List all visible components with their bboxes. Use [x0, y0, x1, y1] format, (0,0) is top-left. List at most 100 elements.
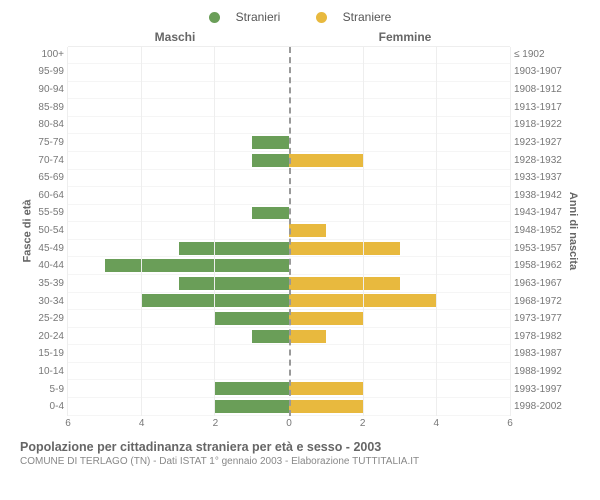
- bar-row: [68, 275, 289, 293]
- birth-label: 1998-2002: [514, 398, 566, 416]
- x-tick: 4: [139, 418, 145, 429]
- age-label: 95-99: [34, 63, 68, 81]
- birth-labels: ≤ 19021903-19071908-19121913-19171918-19…: [510, 46, 566, 416]
- legend: Stranieri Straniere: [20, 10, 580, 26]
- birth-label: 1943-1947: [514, 204, 566, 222]
- age-label: 25-29: [34, 310, 68, 328]
- birth-label: 1963-1967: [514, 275, 566, 293]
- bar-row: [289, 275, 510, 293]
- male-bar: [179, 242, 290, 255]
- age-label: 80-84: [34, 116, 68, 134]
- age-label: 90-94: [34, 81, 68, 99]
- bar-row: [68, 380, 289, 398]
- x-ticks-right: 2 4 6: [289, 418, 510, 432]
- legend-swatch-male: [209, 12, 220, 23]
- age-label: 55-59: [34, 204, 68, 222]
- bar-row: [68, 345, 289, 363]
- birth-label: 1903-1907: [514, 63, 566, 81]
- bar-row: [68, 64, 289, 82]
- chart-subtitle: COMUNE DI TERLAGO (TN) - Dati ISTAT 1° g…: [20, 456, 580, 467]
- female-bar: [289, 242, 400, 255]
- bar-row: [289, 363, 510, 381]
- birth-label: 1988-1992: [514, 363, 566, 381]
- female-bar: [289, 400, 363, 413]
- birth-label: ≤ 1902: [514, 46, 566, 64]
- plot-area: [68, 46, 510, 416]
- y-axis-label-right: Anni di nascita: [566, 46, 580, 416]
- column-headers: Maschi Femmine: [20, 30, 580, 44]
- birth-label: 1973-1977: [514, 310, 566, 328]
- birth-label: 1938-1942: [514, 187, 566, 205]
- bar-row: [289, 257, 510, 275]
- bar-row: [289, 345, 510, 363]
- bar-row: [289, 99, 510, 117]
- age-label: 45-49: [34, 239, 68, 257]
- birth-label: 1983-1987: [514, 345, 566, 363]
- bar-row: [68, 222, 289, 240]
- bar-row: [68, 117, 289, 135]
- bar-row: [289, 240, 510, 258]
- female-bar: [289, 224, 326, 237]
- header-males: Maschi: [20, 30, 290, 44]
- x-tick: 2: [360, 418, 366, 429]
- female-bar: [289, 330, 326, 343]
- bar-row: [68, 152, 289, 170]
- bar-row: [68, 328, 289, 346]
- birth-label: 1978-1982: [514, 328, 566, 346]
- birth-label: 1958-1962: [514, 257, 566, 275]
- birth-label: 1918-1922: [514, 116, 566, 134]
- bar-row: [68, 240, 289, 258]
- male-bar: [215, 382, 289, 395]
- x-axis: 0246 246: [20, 418, 580, 432]
- age-label: 65-69: [34, 169, 68, 187]
- birth-label: 1993-1997: [514, 380, 566, 398]
- bar-row: [68, 398, 289, 416]
- header-females: Femmine: [290, 30, 580, 44]
- y-axis-label-left: Fasce di età: [20, 46, 34, 416]
- females-half: [289, 47, 510, 416]
- age-label: 30-34: [34, 292, 68, 310]
- bar-row: [289, 398, 510, 416]
- bar-row: [68, 257, 289, 275]
- age-label: 20-24: [34, 328, 68, 346]
- age-label: 85-89: [34, 98, 68, 116]
- male-bar: [252, 207, 289, 220]
- chart: Fasce di età 100+95-9990-9485-8980-8475-…: [20, 46, 580, 416]
- male-bar: [252, 136, 289, 149]
- bar-row: [68, 82, 289, 100]
- male-bar: [215, 312, 289, 325]
- female-bar: [289, 382, 363, 395]
- bar-row: [289, 82, 510, 100]
- female-bar: [289, 154, 363, 167]
- age-label: 60-64: [34, 187, 68, 205]
- bar-row: [289, 328, 510, 346]
- bar-row: [68, 205, 289, 223]
- legend-label-male: Stranieri: [236, 10, 281, 24]
- x-tick: 2: [213, 418, 219, 429]
- bar-row: [289, 380, 510, 398]
- female-bar: [289, 312, 363, 325]
- birth-label: 1913-1917: [514, 98, 566, 116]
- birth-label: 1928-1932: [514, 151, 566, 169]
- bar-row: [289, 222, 510, 240]
- age-label: 15-19: [34, 345, 68, 363]
- bar-row: [68, 363, 289, 381]
- male-bar: [105, 259, 289, 272]
- birth-label: 1953-1957: [514, 239, 566, 257]
- bar-row: [289, 64, 510, 82]
- bar-row: [289, 293, 510, 311]
- x-tick: 4: [434, 418, 440, 429]
- birth-label: 1948-1952: [514, 222, 566, 240]
- bar-row: [68, 310, 289, 328]
- birth-label: 1923-1927: [514, 134, 566, 152]
- x-tick: 6: [65, 418, 71, 429]
- center-line: [289, 47, 291, 416]
- bar-row: [68, 187, 289, 205]
- age-labels: 100+95-9990-9485-8980-8475-7970-7465-696…: [34, 46, 68, 416]
- x-tick: 6: [507, 418, 513, 429]
- bar-row: [289, 205, 510, 223]
- bar-row: [289, 170, 510, 188]
- bar-row: [68, 293, 289, 311]
- age-label: 100+: [34, 46, 68, 64]
- male-bar: [215, 400, 289, 413]
